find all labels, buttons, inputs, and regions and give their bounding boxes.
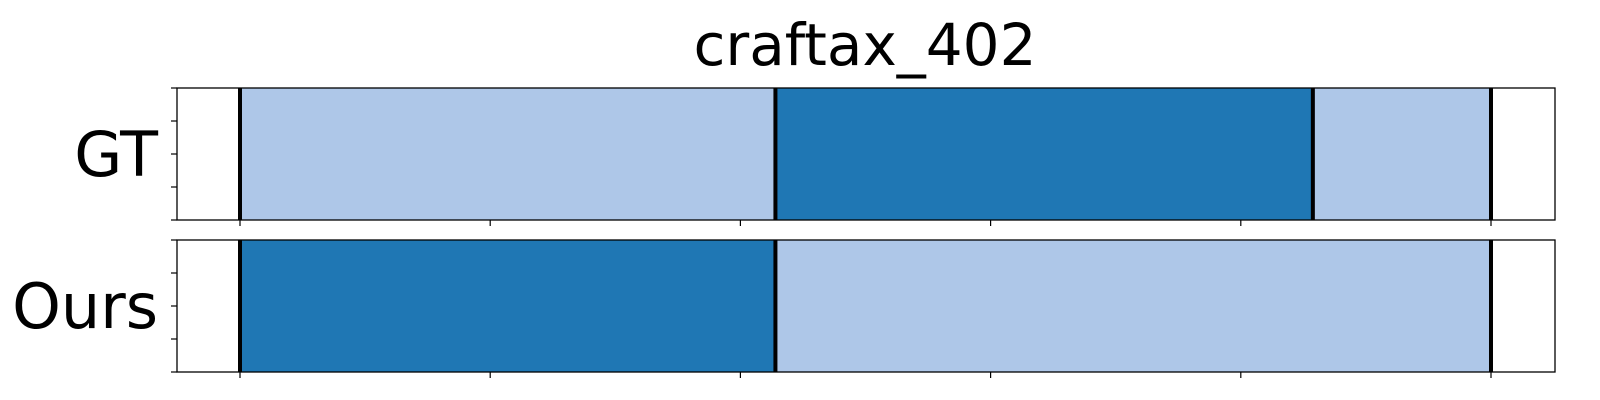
row-panel-1: Ours (12, 239, 1556, 378)
rows-layer: GT Ours (12, 87, 1556, 378)
row-label-1: Ours (12, 270, 158, 343)
segment-1-0 (240, 240, 776, 372)
segment-1-1 (775, 240, 1491, 372)
row-panel-0: GT (74, 87, 1556, 226)
segment-0-2 (1312, 88, 1491, 220)
chart-title: craftax_402 (694, 11, 1037, 79)
segment-0-1 (775, 88, 1313, 220)
row-label-0: GT (74, 118, 159, 191)
segment-0-0 (240, 88, 776, 220)
